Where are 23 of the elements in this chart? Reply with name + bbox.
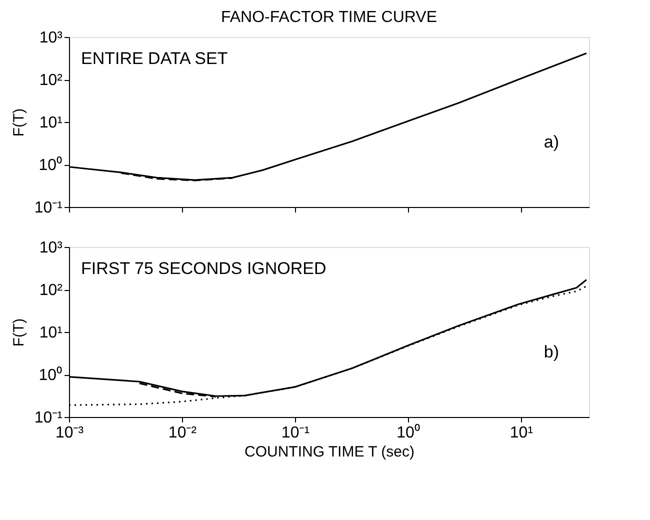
x-tick-label: 10⁰ xyxy=(396,424,420,442)
x-tick-label: 10⁻³ xyxy=(55,424,84,442)
y-tick-label: 10⁻¹ xyxy=(34,200,62,216)
y-axis-title: F(T) xyxy=(10,108,28,137)
annotation: ENTIRE DATA SET xyxy=(81,49,228,68)
y-tick-label: 10⁰ xyxy=(38,156,62,174)
y-axis-title: F(T) xyxy=(10,318,28,347)
x-tick-label: 10⁻² xyxy=(168,424,198,442)
chart-title: FANO-FACTOR TIME CURVE xyxy=(220,9,438,26)
annotation: b) xyxy=(544,342,559,362)
y-tick-label: 10⁰ xyxy=(38,366,62,384)
y-tick-label: 10² xyxy=(39,282,64,299)
y-tick-label: 10⁻¹ xyxy=(34,410,62,426)
x-tick-label: 10⁻¹ xyxy=(281,424,310,442)
y-tick-label: 10³ xyxy=(39,30,64,46)
x-tick-label: 10¹ xyxy=(510,424,534,442)
annotation: FIRST 75 SECONDS IGNORED xyxy=(81,259,326,278)
y-tick-label: 10² xyxy=(39,72,64,89)
y-tick-label: 10³ xyxy=(39,240,64,256)
y-tick-label: 10¹ xyxy=(39,324,62,342)
y-tick-label: 10¹ xyxy=(39,114,62,132)
x-axis-title: COUNTING TIME T (sec) xyxy=(244,444,415,460)
annotation: a) xyxy=(544,132,559,152)
